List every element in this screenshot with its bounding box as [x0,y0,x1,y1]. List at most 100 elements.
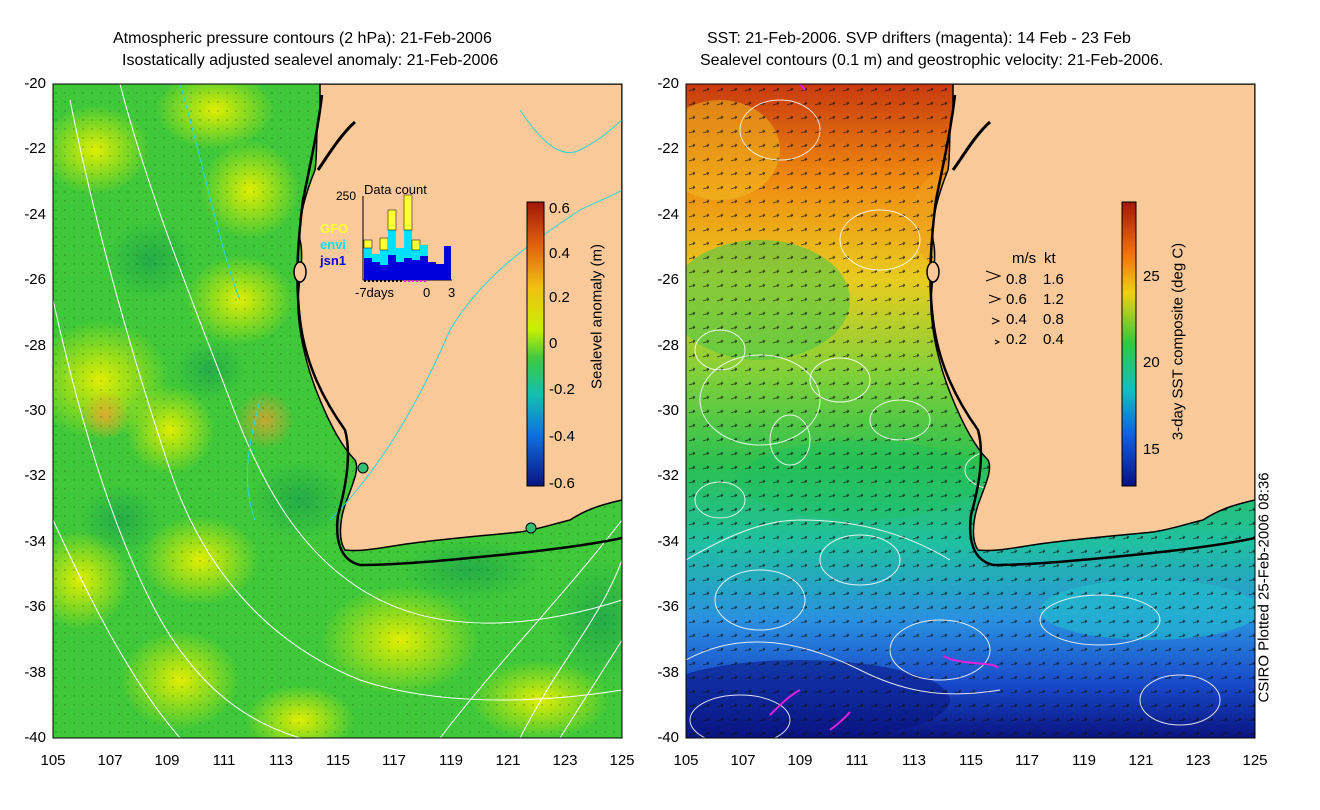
x-tick: 123 [1185,752,1211,769]
inset-xlabel: 3 [448,285,456,300]
x-tick: 111 [845,752,869,769]
hist-bar [403,194,413,231]
hist-bar [420,245,428,256]
y-tick: -20 [657,75,679,92]
hist-bar [436,264,444,280]
x-tick: 105 [673,752,699,769]
sla-colorbar-label: Sealevel anomaly (m) [588,243,606,390]
csiro-credit: CSIRO Plotted 25-Feb-2006 08:36 [1255,472,1273,703]
y-tick: -34 [657,533,679,550]
hist-bar [411,239,421,251]
x-tick: 113 [902,752,926,769]
hist-bar [372,254,380,262]
y-tick: -34 [24,533,46,550]
hist-bar [388,230,396,255]
hist-bar [396,262,404,280]
hist-bar [404,230,412,258]
sla-tick: -0.4 [549,428,575,445]
sla-tick: 0.6 [549,200,570,217]
x-tick: 119 [439,752,463,769]
hist-bar [428,262,436,280]
hist-bar [412,250,420,260]
hist-bar [364,258,372,280]
velocity-key-kt: 0.4 [1043,331,1064,348]
sla-tick: 0 [549,335,558,352]
velocity-key-ms: 0.8 [1006,271,1027,288]
x-tick: 107 [730,752,756,769]
shelf-contour-left [296,94,622,567]
y-tick: -30 [24,402,46,419]
right-title-line2: Sealevel contours (0.1 m) and geostrophi… [700,52,1164,69]
x-tick: 121 [1128,752,1154,769]
sla-tick: -0.6 [549,475,575,492]
x-tick: 111 [212,752,236,769]
left-title-line1: Atmospheric pressure contours (2 hPa): 2… [113,30,492,47]
hist-bar [396,248,404,262]
hist-bar [372,262,380,280]
inset-legend-envi: envi [320,237,347,252]
y-tick: -40 [24,729,46,746]
y-tick: -32 [657,467,679,484]
sst-tick: 25 [1143,268,1160,285]
x-tick: 107 [97,752,123,769]
y-tick: -38 [24,664,46,681]
velocity-key-arrows [985,270,1002,345]
inset-title: Data count [364,182,427,197]
hist-bar [444,246,451,280]
x-tick: 123 [552,752,578,769]
left-map [53,84,622,738]
hist-bar [388,255,396,280]
hist-bar [379,237,389,251]
x-tick: 121 [495,752,521,769]
y-tick: -26 [24,271,46,288]
x-tick: 119 [1072,752,1096,769]
y-tick: -24 [657,206,679,223]
x-tick: 109 [787,752,813,769]
cyan-contours [179,84,622,521]
hist-bar [404,258,412,280]
x-tick: 105 [40,752,66,769]
inset-ymax: 250 [336,189,357,203]
shelf-contour-right [929,94,1255,567]
hist-bar [380,265,388,280]
x-tick: 125 [1242,752,1268,769]
hist-bar [364,248,372,258]
velocity-key-kt: 0.8 [1043,311,1064,328]
x-tick: 115 [959,752,983,769]
x-tick: 117 [1015,752,1039,769]
y-tick: -36 [657,598,679,615]
x-tick: 125 [609,752,635,769]
velocity-key-ms: 0.2 [1006,331,1027,348]
data-count-histogram [362,194,452,282]
x-tick: 117 [382,752,406,769]
inset-legend-jsn1: jsn1 [320,253,347,268]
sla-tick: -0.2 [549,381,575,398]
sla-tick: 0.4 [549,245,570,262]
hist-bar [412,260,420,280]
velocity-key-ms: 0.4 [1006,311,1027,328]
y-tick: -24 [24,206,46,223]
hist-bar [420,256,428,280]
velocity-key-header-ms: m/s [1012,250,1037,267]
y-tick: -30 [657,402,679,419]
velocity-key-kt: 1.6 [1043,271,1064,288]
right-map [686,84,1255,738]
sla-colorbar [526,201,545,487]
y-tick: -38 [657,664,679,681]
y-tick: -40 [657,729,679,746]
x-tick: 109 [154,752,180,769]
hist-bar [380,250,388,265]
y-tick: -32 [24,467,46,484]
inset-xlabel: 0 [423,285,431,300]
inset-legend-gfo: GFO [320,221,349,236]
y-tick: -22 [657,140,679,157]
svp-drifters [769,84,999,731]
left-title-line2: Isostatically adjusted sealevel anomaly:… [122,52,499,69]
y-tick: -20 [24,75,46,92]
velocity-key-ms: 0.6 [1006,291,1027,308]
y-tick: -26 [657,271,679,288]
pressure-contours [53,84,622,738]
sst-tick: 15 [1143,441,1160,458]
hist-bar [387,209,397,231]
